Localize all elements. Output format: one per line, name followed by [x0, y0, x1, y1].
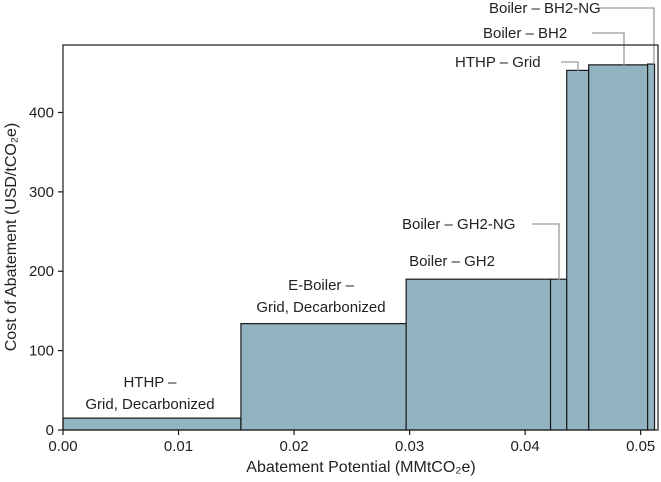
bar-label-4: Boiler – GH2-NG — [402, 216, 515, 233]
x-tick-label: 0.01 — [164, 438, 193, 455]
x-tick-label: 0.04 — [511, 438, 540, 455]
x-tick-label: 0.03 — [395, 438, 424, 455]
x-tick-label: 0.02 — [279, 438, 308, 455]
y-axis: 0 100 200 300 400 — [29, 104, 63, 439]
leader-line-5 — [561, 61, 579, 71]
bar-7 — [647, 63, 656, 431]
y-tick-label: 300 — [29, 184, 54, 201]
bar-label-6: Boiler – BH2 — [483, 25, 567, 42]
bar-6 — [588, 64, 649, 431]
leader-line-7 — [597, 7, 655, 64]
bar-1 — [62, 417, 242, 431]
x-tick-label: 0.05 — [626, 438, 655, 455]
y-tick-label: 0 — [46, 422, 54, 439]
bar-label-7: Boiler – BH2-NG — [489, 0, 601, 17]
y-axis-title: Cost of Abatement (USD/tCO₂e) — [3, 123, 20, 352]
bar-3 — [405, 278, 552, 431]
x-tick-label: 0.00 — [48, 438, 77, 455]
y-tick-label: 200 — [29, 263, 54, 280]
bar-labels: HTHP – Grid, Decarbonized E-Boiler – Grid, … — [85, 0, 600, 413]
plot-frame — [62, 44, 659, 431]
bar-2 — [240, 323, 407, 431]
bar-4 — [549, 278, 568, 431]
y-tick-label: 400 — [29, 104, 54, 121]
x-axis-title: Abatement Potential (MMtCO₂e) — [246, 459, 475, 476]
bar-label-2: E-Boiler – — [288, 277, 355, 294]
bar-5 — [566, 69, 590, 431]
bar-label-1: HTHP – — [123, 374, 177, 391]
leader-line-4 — [532, 223, 560, 281]
bar-label-5: HTHP – Grid — [455, 54, 541, 71]
bars-layer — [62, 63, 656, 431]
bar-label-3: Boiler – GH2 — [409, 253, 495, 270]
bar-label-2: Grid, Decarbonized — [256, 299, 385, 316]
y-tick-label: 100 — [29, 343, 54, 360]
x-axis: 0.00 0.01 0.02 0.03 0.04 0.05 — [48, 430, 655, 455]
leader-line-6 — [592, 32, 625, 65]
bar-label-1: Grid, Decarbonized — [85, 396, 214, 413]
